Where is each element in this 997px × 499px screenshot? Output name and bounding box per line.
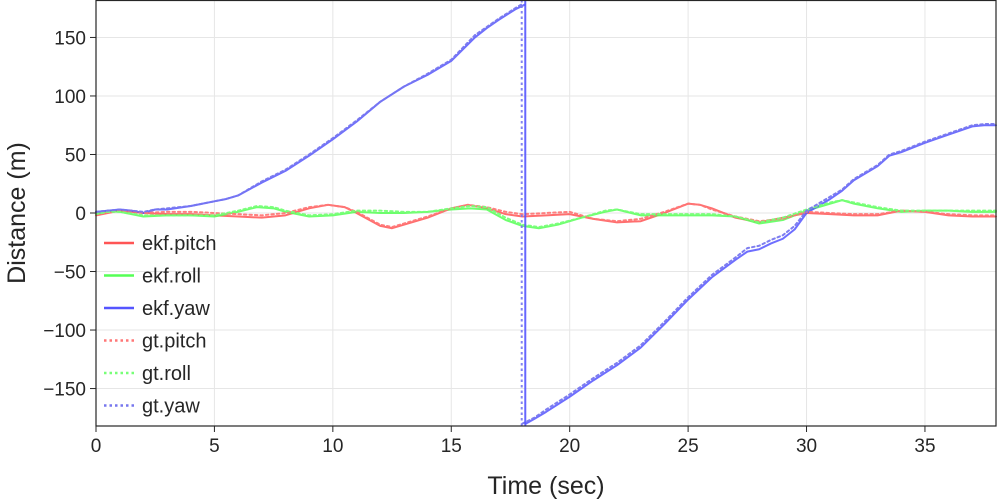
legend-label: gt.roll <box>142 363 191 385</box>
legend-label: ekf.roll <box>142 266 201 288</box>
x-tick-label: 30 <box>796 436 817 457</box>
series-line-ekf-yaw <box>524 124 997 425</box>
series-line-gt-roll <box>95 199 997 229</box>
y-tick-label: 150 <box>54 28 86 49</box>
x-tick-label: 35 <box>914 436 935 457</box>
y-axis-label: Distance (m) <box>3 142 31 284</box>
x-tick-label: 10 <box>322 436 343 457</box>
y-tick-label: 100 <box>54 87 86 108</box>
y-tick-label: −150 <box>43 380 86 401</box>
series-line-gt-yaw <box>521 123 997 425</box>
legend-label: gt.yaw <box>142 396 200 418</box>
y-tick-label: −100 <box>43 321 86 342</box>
x-axis-label: Time (sec) <box>487 472 604 499</box>
x-tick-label: 0 <box>91 436 102 457</box>
axis-ticks: 0 5 10 15 20 25 30 35 −150 −100 −50 0 50 100 150 <box>43 28 935 457</box>
plot-frame <box>95 0 997 427</box>
legend-label: gt.pitch <box>142 331 206 353</box>
data-series <box>95 3 997 425</box>
series-line-gt-yaw <box>95 3 523 213</box>
grid-lines <box>95 0 996 426</box>
y-tick-label: 0 <box>75 204 86 225</box>
x-tick-label: 25 <box>678 436 699 457</box>
legend-label: ekf.pitch <box>142 233 216 255</box>
legend-label: ekf.yaw <box>142 298 210 320</box>
x-tick-label: 15 <box>441 436 462 457</box>
x-tick-label: 5 <box>209 436 220 457</box>
series-line-gt-pitch <box>95 202 997 229</box>
legend: ekf.pitch ekf.roll ekf.yaw gt.pitch gt.roll g… <box>104 233 216 418</box>
x-tick-label: 20 <box>559 436 580 457</box>
y-tick-label: 50 <box>65 145 86 166</box>
y-tick-label: −50 <box>54 263 86 284</box>
overlay-lines <box>520 0 527 426</box>
